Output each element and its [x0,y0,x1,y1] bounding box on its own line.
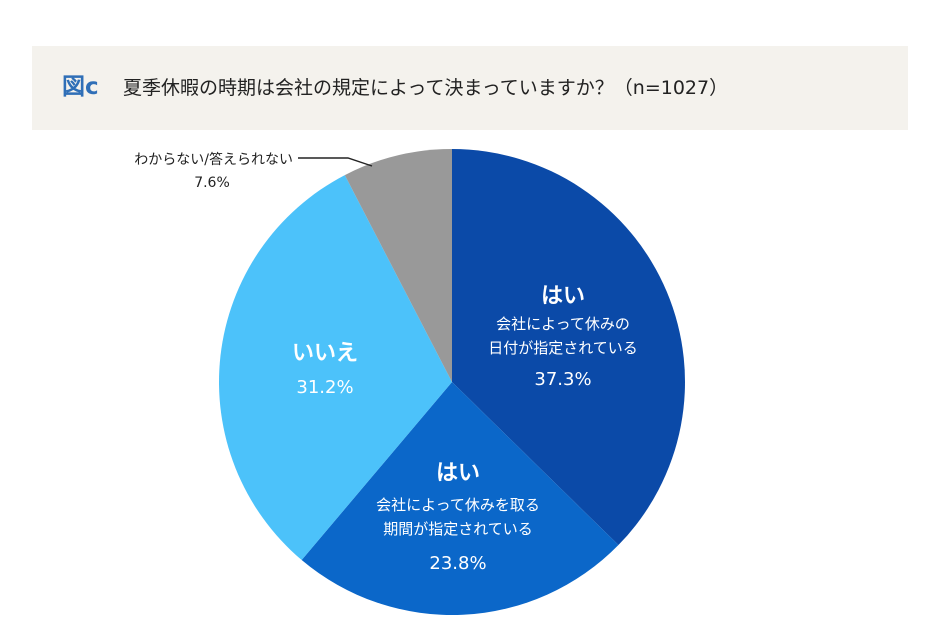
slice-yes-period [301,382,619,615]
chart-title: 夏季休暇の時期は会社の規定によって決まっていますか？（n=1027） [123,77,729,99]
leader-line [298,157,373,167]
chart-header: 図c 夏季休暇の時期は会社の規定によって決まっていますか？（n=1027） [32,46,908,130]
slice-label: はい [541,284,585,309]
slice-value-label: 7.6% [194,175,230,191]
slice-value-label: 31.2% [296,377,353,398]
slice-unknown [344,149,452,382]
slice-label: いいえ [292,341,358,366]
slice-no [219,175,452,561]
slice-label: わからない/答えられない [134,151,293,168]
slice-yes-dates [452,149,685,546]
slice-value-label: 23.8% [429,553,486,574]
slice-sublabel: 日付が指定されている [488,339,638,357]
slice-sublabel: 会社によって休みを取る [376,496,540,514]
slice-sublabel: 会社によって休みの [496,315,630,333]
slice-sublabel: 期間が指定されている [383,520,533,538]
slice-label: はい [436,461,480,486]
slice-value-label: 37.3% [534,369,591,390]
figure-label: 図c [62,74,99,100]
